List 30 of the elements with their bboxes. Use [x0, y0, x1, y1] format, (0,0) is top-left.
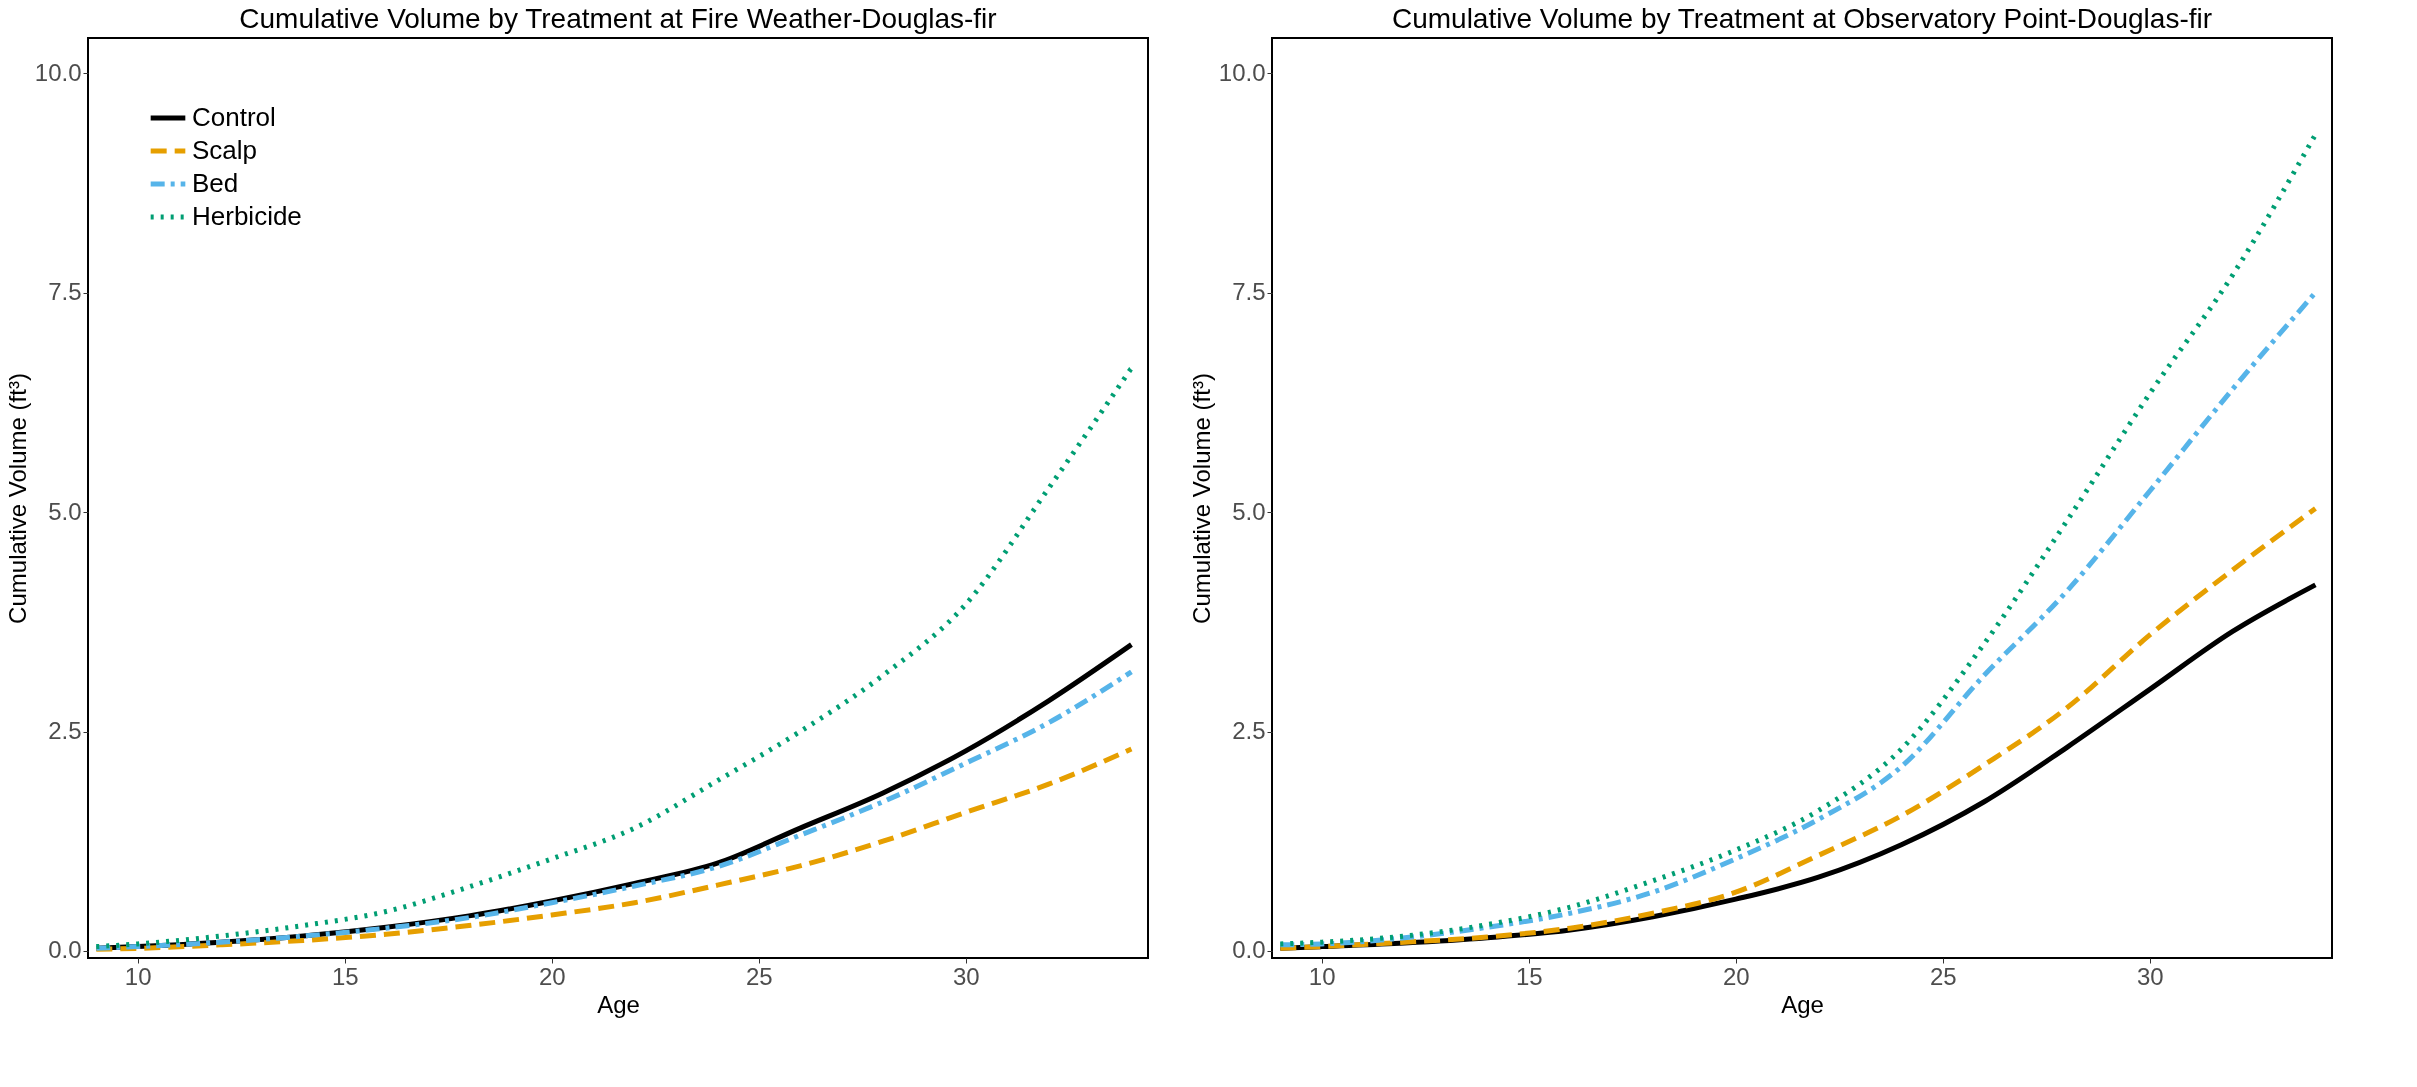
legend-label: Herbicide — [192, 201, 302, 231]
y-tick-label: 0.0 — [48, 936, 82, 964]
legend-label: Control — [192, 102, 276, 132]
y-tick-label: 2.5 — [1232, 717, 1266, 745]
x-tick-label: 25 — [1929, 962, 1957, 990]
y-tick-label: 7.5 — [48, 278, 82, 306]
x-tick-label: 15 — [1515, 962, 1543, 990]
y-tick-label: 7.5 — [1232, 278, 1266, 306]
legend-label: Bed — [192, 168, 239, 198]
x-axis-title: Age — [597, 990, 640, 1018]
x-tick-label: 20 — [1722, 962, 1750, 990]
x-tick-label: 10 — [1308, 962, 1336, 990]
chart-title: Cumulative Volume by Treatment at Observatory Point-Douglas-fir — [1391, 3, 2213, 34]
x-tick-label: 25 — [745, 962, 773, 990]
y-tick-label: 10.0 — [34, 58, 82, 86]
y-tick-label: 10.0 — [1218, 58, 1266, 86]
y-tick-label: 5.0 — [1232, 497, 1266, 525]
y-axis-title: Cumulative Volume (ft³) — [3, 373, 31, 624]
chart-title: Cumulative Volume by Treatment at Fire Weather-Douglas-fir — [239, 3, 997, 34]
x-tick-label: 30 — [2136, 962, 2164, 990]
x-tick-label: 15 — [331, 962, 359, 990]
y-axis-title: Cumulative Volume (ft³) — [1187, 373, 1215, 624]
y-tick-label: 2.5 — [48, 717, 82, 745]
legend-label: Scalp — [192, 135, 258, 165]
y-tick-label: 5.0 — [48, 497, 82, 525]
x-tick-label: 20 — [538, 962, 566, 990]
x-tick-label: 30 — [952, 962, 980, 990]
y-tick-label: 0.0 — [1232, 936, 1266, 964]
x-tick-label: 10 — [124, 962, 152, 990]
x-axis-title: Age — [1781, 990, 1824, 1018]
